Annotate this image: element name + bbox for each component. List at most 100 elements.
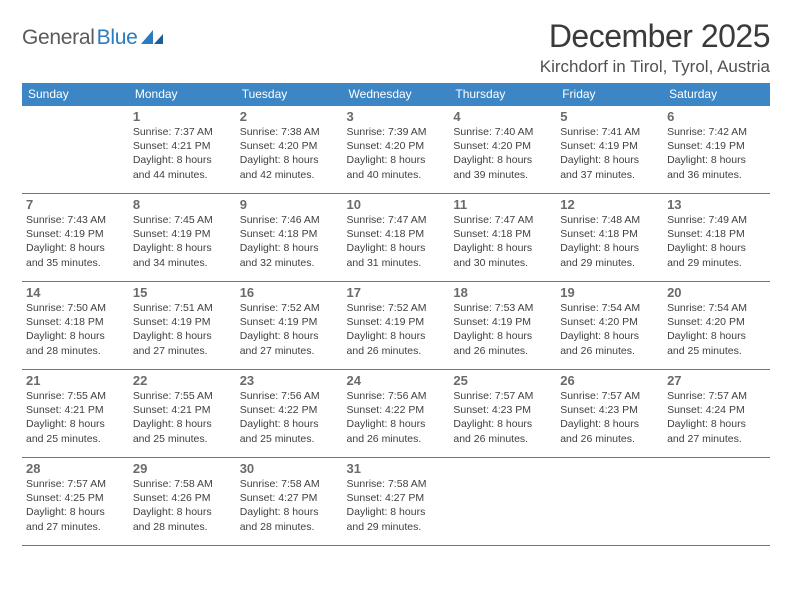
day-info: Sunrise: 7:58 AMSunset: 4:27 PMDaylight:… — [240, 477, 339, 534]
calendar-cell: 3Sunrise: 7:39 AMSunset: 4:20 PMDaylight… — [343, 106, 450, 194]
calendar-cell: 8Sunrise: 7:45 AMSunset: 4:19 PMDaylight… — [129, 194, 236, 282]
day-info: Sunrise: 7:37 AMSunset: 4:21 PMDaylight:… — [133, 125, 232, 182]
day-header: Sunday — [22, 83, 129, 106]
day-number: 23 — [240, 373, 339, 388]
calendar-cell: 27Sunrise: 7:57 AMSunset: 4:24 PMDayligh… — [663, 370, 770, 458]
calendar-cell: 20Sunrise: 7:54 AMSunset: 4:20 PMDayligh… — [663, 282, 770, 370]
calendar-cell: 19Sunrise: 7:54 AMSunset: 4:20 PMDayligh… — [556, 282, 663, 370]
day-header: Friday — [556, 83, 663, 106]
calendar-cell: 31Sunrise: 7:58 AMSunset: 4:27 PMDayligh… — [343, 458, 450, 546]
day-number: 31 — [347, 461, 446, 476]
day-number: 15 — [133, 285, 232, 300]
day-number: 28 — [26, 461, 125, 476]
calendar-cell: 17Sunrise: 7:52 AMSunset: 4:19 PMDayligh… — [343, 282, 450, 370]
day-header: Tuesday — [236, 83, 343, 106]
calendar-cell: 4Sunrise: 7:40 AMSunset: 4:20 PMDaylight… — [449, 106, 556, 194]
day-info: Sunrise: 7:40 AMSunset: 4:20 PMDaylight:… — [453, 125, 552, 182]
calendar-cell: 10Sunrise: 7:47 AMSunset: 4:18 PMDayligh… — [343, 194, 450, 282]
day-number: 25 — [453, 373, 552, 388]
calendar-cell: 6Sunrise: 7:42 AMSunset: 4:19 PMDaylight… — [663, 106, 770, 194]
day-info: Sunrise: 7:46 AMSunset: 4:18 PMDaylight:… — [240, 213, 339, 270]
calendar-cell: 16Sunrise: 7:52 AMSunset: 4:19 PMDayligh… — [236, 282, 343, 370]
day-info: Sunrise: 7:49 AMSunset: 4:18 PMDaylight:… — [667, 213, 766, 270]
calendar-cell: 5Sunrise: 7:41 AMSunset: 4:19 PMDaylight… — [556, 106, 663, 194]
calendar-cell: 30Sunrise: 7:58 AMSunset: 4:27 PMDayligh… — [236, 458, 343, 546]
day-info: Sunrise: 7:50 AMSunset: 4:18 PMDaylight:… — [26, 301, 125, 358]
day-info: Sunrise: 7:53 AMSunset: 4:19 PMDaylight:… — [453, 301, 552, 358]
calendar-week: 21Sunrise: 7:55 AMSunset: 4:21 PMDayligh… — [22, 370, 770, 458]
day-number: 1 — [133, 109, 232, 124]
calendar-cell: 23Sunrise: 7:56 AMSunset: 4:22 PMDayligh… — [236, 370, 343, 458]
calendar-cell: 12Sunrise: 7:48 AMSunset: 4:18 PMDayligh… — [556, 194, 663, 282]
day-info: Sunrise: 7:57 AMSunset: 4:23 PMDaylight:… — [560, 389, 659, 446]
day-number: 14 — [26, 285, 125, 300]
day-info: Sunrise: 7:47 AMSunset: 4:18 PMDaylight:… — [453, 213, 552, 270]
day-info: Sunrise: 7:41 AMSunset: 4:19 PMDaylight:… — [560, 125, 659, 182]
day-info: Sunrise: 7:56 AMSunset: 4:22 PMDaylight:… — [240, 389, 339, 446]
day-info: Sunrise: 7:39 AMSunset: 4:20 PMDaylight:… — [347, 125, 446, 182]
day-info: Sunrise: 7:55 AMSunset: 4:21 PMDaylight:… — [26, 389, 125, 446]
calendar-week: 1Sunrise: 7:37 AMSunset: 4:21 PMDaylight… — [22, 106, 770, 194]
day-number: 3 — [347, 109, 446, 124]
day-info: Sunrise: 7:55 AMSunset: 4:21 PMDaylight:… — [133, 389, 232, 446]
calendar-header-row: SundayMondayTuesdayWednesdayThursdayFrid… — [22, 83, 770, 106]
calendar-week: 14Sunrise: 7:50 AMSunset: 4:18 PMDayligh… — [22, 282, 770, 370]
day-info: Sunrise: 7:42 AMSunset: 4:19 PMDaylight:… — [667, 125, 766, 182]
calendar-cell: 7Sunrise: 7:43 AMSunset: 4:19 PMDaylight… — [22, 194, 129, 282]
logo: GeneralBlue — [22, 18, 163, 50]
day-number: 5 — [560, 109, 659, 124]
day-number: 8 — [133, 197, 232, 212]
day-number: 26 — [560, 373, 659, 388]
calendar-cell: 1Sunrise: 7:37 AMSunset: 4:21 PMDaylight… — [129, 106, 236, 194]
calendar-cell: 9Sunrise: 7:46 AMSunset: 4:18 PMDaylight… — [236, 194, 343, 282]
day-number: 9 — [240, 197, 339, 212]
day-header: Monday — [129, 83, 236, 106]
month-title: December 2025 — [540, 18, 770, 55]
calendar-cell: 29Sunrise: 7:58 AMSunset: 4:26 PMDayligh… — [129, 458, 236, 546]
logo-text-2: Blue — [97, 26, 138, 50]
day-number: 19 — [560, 285, 659, 300]
day-number: 2 — [240, 109, 339, 124]
day-info: Sunrise: 7:45 AMSunset: 4:19 PMDaylight:… — [133, 213, 232, 270]
title-block: December 2025 Kirchdorf in Tirol, Tyrol,… — [540, 18, 770, 77]
calendar-cell — [556, 458, 663, 546]
day-number: 30 — [240, 461, 339, 476]
day-number: 12 — [560, 197, 659, 212]
calendar-cell: 18Sunrise: 7:53 AMSunset: 4:19 PMDayligh… — [449, 282, 556, 370]
calendar-week: 7Sunrise: 7:43 AMSunset: 4:19 PMDaylight… — [22, 194, 770, 282]
logo-triangle-icon — [141, 28, 163, 49]
day-number: 4 — [453, 109, 552, 124]
calendar-cell: 24Sunrise: 7:56 AMSunset: 4:22 PMDayligh… — [343, 370, 450, 458]
calendar-table: SundayMondayTuesdayWednesdayThursdayFrid… — [22, 83, 770, 546]
day-number: 16 — [240, 285, 339, 300]
day-info: Sunrise: 7:54 AMSunset: 4:20 PMDaylight:… — [667, 301, 766, 358]
calendar-cell: 13Sunrise: 7:49 AMSunset: 4:18 PMDayligh… — [663, 194, 770, 282]
day-info: Sunrise: 7:51 AMSunset: 4:19 PMDaylight:… — [133, 301, 232, 358]
day-number: 22 — [133, 373, 232, 388]
header: GeneralBlue December 2025 Kirchdorf in T… — [22, 18, 770, 77]
day-info: Sunrise: 7:47 AMSunset: 4:18 PMDaylight:… — [347, 213, 446, 270]
day-info: Sunrise: 7:56 AMSunset: 4:22 PMDaylight:… — [347, 389, 446, 446]
logo-text-1: General — [22, 26, 95, 50]
day-info: Sunrise: 7:58 AMSunset: 4:27 PMDaylight:… — [347, 477, 446, 534]
day-number: 24 — [347, 373, 446, 388]
calendar-cell: 14Sunrise: 7:50 AMSunset: 4:18 PMDayligh… — [22, 282, 129, 370]
day-info: Sunrise: 7:57 AMSunset: 4:25 PMDaylight:… — [26, 477, 125, 534]
day-number: 11 — [453, 197, 552, 212]
day-header: Thursday — [449, 83, 556, 106]
calendar-cell: 26Sunrise: 7:57 AMSunset: 4:23 PMDayligh… — [556, 370, 663, 458]
day-info: Sunrise: 7:58 AMSunset: 4:26 PMDaylight:… — [133, 477, 232, 534]
day-info: Sunrise: 7:48 AMSunset: 4:18 PMDaylight:… — [560, 213, 659, 270]
calendar-cell — [449, 458, 556, 546]
calendar-cell: 22Sunrise: 7:55 AMSunset: 4:21 PMDayligh… — [129, 370, 236, 458]
day-number: 17 — [347, 285, 446, 300]
day-number: 13 — [667, 197, 766, 212]
calendar-cell: 21Sunrise: 7:55 AMSunset: 4:21 PMDayligh… — [22, 370, 129, 458]
day-header: Saturday — [663, 83, 770, 106]
day-number: 21 — [26, 373, 125, 388]
day-info: Sunrise: 7:57 AMSunset: 4:24 PMDaylight:… — [667, 389, 766, 446]
day-number: 7 — [26, 197, 125, 212]
day-info: Sunrise: 7:54 AMSunset: 4:20 PMDaylight:… — [560, 301, 659, 358]
day-number: 18 — [453, 285, 552, 300]
calendar-cell — [22, 106, 129, 194]
